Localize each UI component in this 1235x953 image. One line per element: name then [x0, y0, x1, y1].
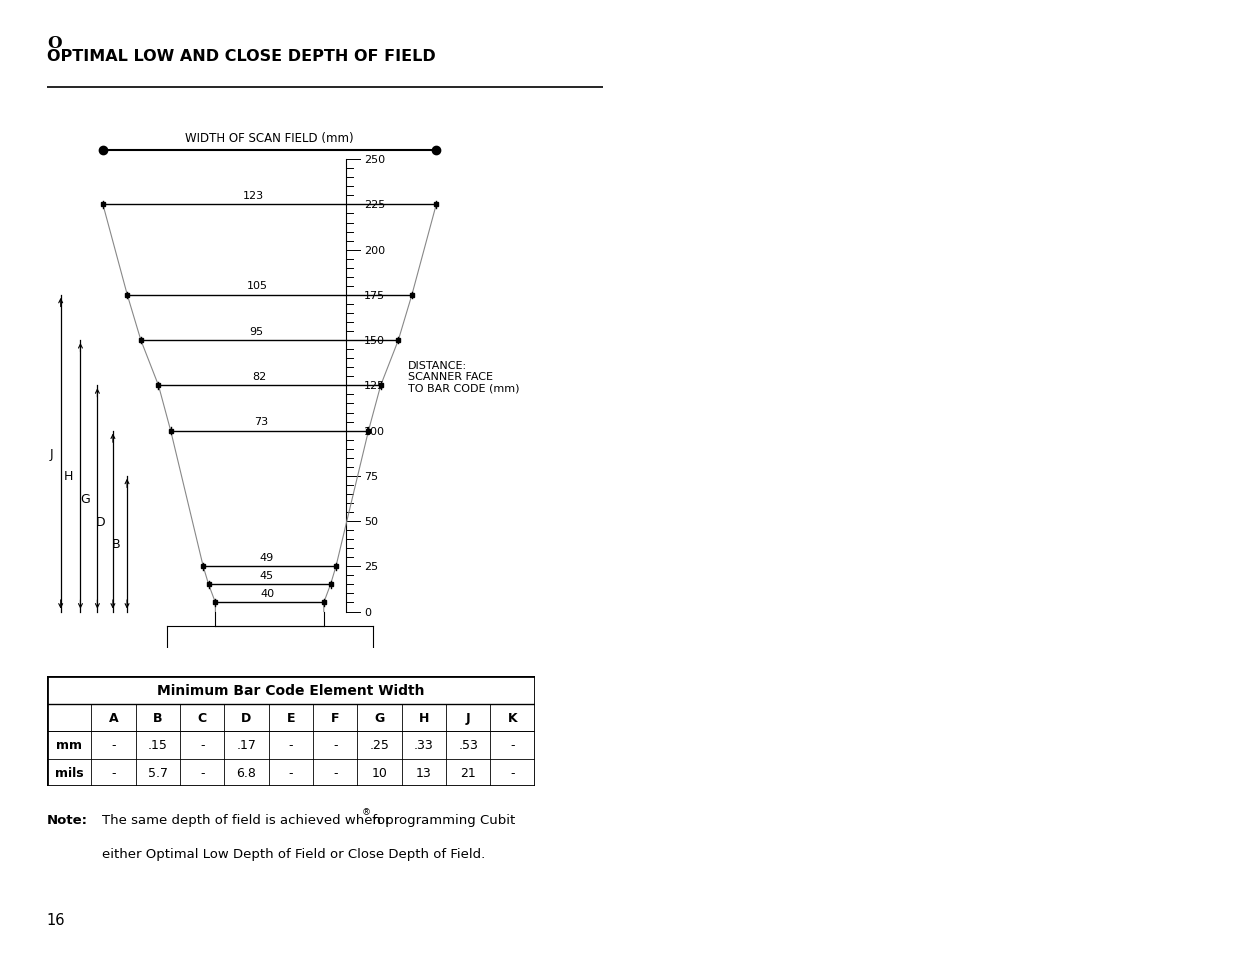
Text: 175: 175 — [364, 291, 385, 300]
Text: 50: 50 — [364, 517, 378, 526]
Text: -: - — [111, 766, 116, 779]
Text: -: - — [333, 766, 337, 779]
Text: 45: 45 — [259, 570, 274, 580]
Text: -: - — [200, 739, 205, 752]
Text: for: for — [368, 813, 390, 825]
Text: G: G — [374, 711, 384, 724]
Text: mm: mm — [56, 739, 82, 752]
Text: 95: 95 — [249, 326, 263, 336]
Text: -: - — [510, 766, 515, 779]
Text: G: G — [80, 493, 90, 505]
Text: C: C — [198, 711, 206, 724]
Text: 16: 16 — [47, 912, 65, 927]
Text: .17: .17 — [237, 739, 257, 752]
Text: .33: .33 — [414, 739, 433, 752]
Text: -: - — [111, 739, 116, 752]
Text: 40: 40 — [261, 588, 275, 598]
Text: J: J — [466, 711, 471, 724]
Text: D: D — [96, 515, 106, 528]
Text: 25: 25 — [364, 561, 378, 572]
Text: -: - — [289, 739, 293, 752]
Text: mils: mils — [54, 766, 84, 779]
Text: 250: 250 — [364, 155, 385, 165]
Text: 125: 125 — [364, 381, 385, 391]
Text: 0: 0 — [364, 607, 372, 617]
Text: E: E — [287, 711, 295, 724]
Text: Note:: Note: — [47, 813, 88, 825]
Text: -: - — [289, 766, 293, 779]
Text: 100: 100 — [364, 426, 385, 436]
Text: -: - — [333, 739, 337, 752]
Text: 13: 13 — [416, 766, 432, 779]
Text: OPTIMAL LOW AND CLOSE DEPTH OF FIELD: OPTIMAL LOW AND CLOSE DEPTH OF FIELD — [47, 49, 436, 64]
Text: 75: 75 — [364, 472, 378, 481]
Text: -: - — [200, 766, 205, 779]
Text: Minimum Bar Code Element Width: Minimum Bar Code Element Width — [157, 683, 425, 698]
Text: .25: .25 — [369, 739, 389, 752]
Text: 82: 82 — [252, 372, 266, 381]
Text: 200: 200 — [364, 246, 385, 255]
Text: H: H — [64, 470, 73, 483]
Text: K: K — [508, 711, 517, 724]
Text: 123: 123 — [243, 191, 264, 201]
Text: F: F — [331, 711, 340, 724]
Text: H: H — [419, 711, 429, 724]
Text: 105: 105 — [247, 281, 268, 291]
Text: 73: 73 — [253, 416, 268, 427]
Text: .15: .15 — [148, 739, 168, 752]
Text: The same depth of field is achieved when programming Cubit: The same depth of field is achieved when… — [101, 813, 515, 825]
Text: -: - — [510, 739, 515, 752]
Text: B: B — [111, 537, 120, 551]
Text: 150: 150 — [364, 335, 385, 346]
Text: O: O — [47, 34, 62, 51]
Text: DISTANCE:
SCANNER FACE
TO BAR CODE (mm): DISTANCE: SCANNER FACE TO BAR CODE (mm) — [408, 360, 520, 394]
Text: 49: 49 — [259, 552, 273, 562]
Text: 10: 10 — [372, 766, 388, 779]
Text: J: J — [49, 447, 53, 460]
Text: 21: 21 — [461, 766, 477, 779]
Text: either Optimal Low Depth of Field or Close Depth of Field.: either Optimal Low Depth of Field or Clo… — [101, 847, 485, 861]
Text: ®: ® — [362, 807, 370, 816]
Text: .53: .53 — [458, 739, 478, 752]
Text: B: B — [153, 711, 163, 724]
Text: A: A — [109, 711, 119, 724]
Text: D: D — [241, 711, 252, 724]
Text: WIDTH OF SCAN FIELD (mm): WIDTH OF SCAN FIELD (mm) — [185, 132, 354, 145]
Text: 5.7: 5.7 — [148, 766, 168, 779]
Text: 6.8: 6.8 — [237, 766, 257, 779]
Text: 225: 225 — [364, 200, 385, 211]
